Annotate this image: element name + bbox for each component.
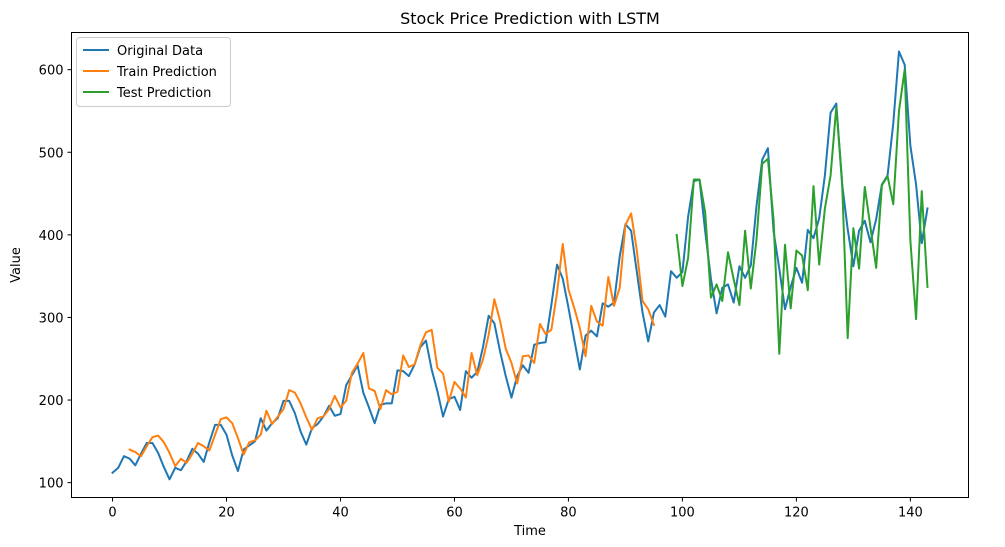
y-tick-label: 300 [39, 311, 64, 326]
x-tick-label: 0 [108, 506, 116, 521]
axes-layer: 0 20 40 60 80 100 120 140 100 200 300 400 500 600 [39, 64, 923, 521]
legend: Original Data Train Prediction Test Predic… [76, 37, 231, 107]
y-tick-label: 100 [39, 477, 64, 492]
x-tick-label: 20 [218, 506, 235, 521]
legend-label: Test Prediction [116, 86, 211, 101]
y-tick-label: 400 [39, 229, 64, 244]
y-tick-label: 600 [39, 64, 64, 79]
y-axis-title: Value [9, 247, 24, 283]
x-axis-title: Time [513, 524, 546, 539]
series-line-1 [111, 50, 929, 481]
series-layer [111, 50, 929, 481]
chart-title: Stock Price Prediction with LSTM [400, 9, 660, 28]
legend-label: Original Data [117, 44, 203, 59]
y-tick-label: 200 [39, 394, 64, 409]
x-tick-label: 80 [560, 506, 577, 521]
y-tick-label: 500 [39, 146, 64, 161]
x-tick-label: 120 [784, 506, 809, 521]
legend-box [76, 37, 231, 107]
x-tick-label: 60 [446, 506, 463, 521]
series-line-3 [675, 68, 929, 355]
plot-frame [71, 32, 969, 498]
x-tick-label: 140 [898, 506, 923, 521]
legend-label: Train Prediction [116, 65, 217, 80]
x-tick-label: 40 [332, 506, 349, 521]
x-tick-label: 100 [670, 506, 695, 521]
series-line-2 [128, 212, 656, 468]
